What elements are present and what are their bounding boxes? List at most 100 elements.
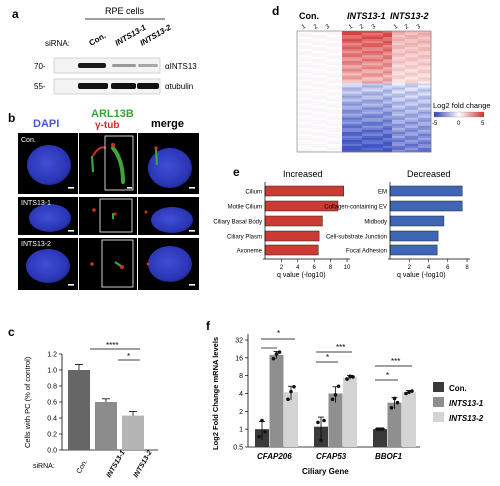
data-point [322, 418, 326, 423]
heatmap-cell [392, 135, 406, 139]
heatmap-cell [418, 119, 432, 123]
heatmap-cell [392, 149, 406, 153]
heatmap-cell [297, 103, 313, 106]
heatmap-cell [362, 117, 384, 121]
heatmap-cell [383, 81, 393, 84]
nucleus [26, 249, 70, 283]
heatmap-cell [418, 103, 432, 106]
data-point [389, 405, 394, 410]
heatmap-cell [383, 135, 393, 139]
panel-f-letter: f [206, 319, 211, 333]
bar [269, 354, 284, 447]
heatmap-cell [405, 31, 419, 34]
heatmap-cell [312, 79, 328, 82]
heatmap-cell [418, 105, 432, 108]
bar [264, 185, 344, 197]
heatmap-cell [383, 79, 393, 82]
heatmap-cell [405, 117, 419, 121]
heatmap-cell [297, 65, 313, 68]
heatmap-cell [342, 71, 363, 74]
heatmap-cell [327, 105, 343, 108]
y-axis-label: Cells with PC (% of control) [23, 356, 32, 448]
heatmap-cell [297, 125, 313, 129]
heatmap-cell [327, 139, 343, 143]
heatmap-cell [383, 107, 393, 110]
heatmap-cell [362, 63, 384, 66]
heatmap-cell [392, 63, 406, 66]
heatmap-cell [297, 45, 313, 48]
heatmap-cell [342, 133, 363, 137]
heatmap-cell [327, 147, 343, 151]
heatmap-cell [297, 81, 313, 84]
y-tick-label: 4 [239, 391, 243, 398]
heatmap-cell [383, 119, 393, 123]
term-label: Cilium [245, 190, 262, 196]
heatmap-cell [418, 89, 432, 92]
heatmap-cell [297, 99, 313, 102]
heatmap-cell [312, 135, 328, 139]
heatmap-cell [327, 71, 343, 74]
significance-stars: *** [336, 343, 345, 352]
heatmap-cell [297, 91, 313, 94]
legend-label: INTS13-1 [449, 399, 484, 408]
data-point [257, 434, 261, 439]
heatmap-cell [392, 113, 406, 116]
heatmap-cell [297, 109, 313, 112]
heatmap-cell [297, 119, 313, 123]
heatmap-cell [418, 59, 432, 62]
heatmap-cell [312, 35, 328, 38]
heatmap-cell [312, 91, 328, 94]
heatmap-cell [392, 115, 406, 119]
heatmap-cell [418, 123, 432, 127]
y-axis-label: Log2 Fold Change mRNA levels [211, 337, 220, 450]
data-point [319, 438, 323, 443]
heatmap-cell [392, 119, 406, 123]
heatmap-cell [312, 137, 328, 141]
heatmap-cell [327, 33, 343, 36]
heatmap-cell [405, 131, 419, 135]
data-point [378, 427, 382, 431]
x-tick-label: 2 [408, 265, 412, 271]
heatmap-cell [418, 135, 432, 139]
heatmap-cell [405, 125, 419, 129]
term-label: Midbody [364, 220, 387, 226]
heatmap-cell [342, 39, 363, 42]
heatmap-cell [297, 51, 313, 54]
y-tick-label: 16 [235, 355, 243, 362]
data-point [407, 390, 411, 395]
heatmap-cell [383, 129, 393, 133]
heatmap-cell [405, 119, 419, 123]
heatmap-cell [297, 143, 313, 147]
bars [68, 363, 144, 450]
heatmap-cell [418, 127, 432, 131]
heatmap-cell [418, 99, 432, 102]
heatmap-cell [383, 101, 393, 104]
heatmap-cell [312, 57, 328, 60]
legend-colorbar [433, 111, 485, 118]
scale-bar [189, 187, 195, 189]
legend-tick: 5 [481, 121, 485, 127]
basal-body [146, 262, 150, 266]
heatmap-cell [297, 69, 313, 72]
heatmap-cell [297, 43, 313, 46]
heatmap-cell [383, 143, 393, 147]
heatmap-cell [392, 41, 406, 44]
heatmap-cell [312, 145, 328, 149]
heatmap-cell [297, 105, 313, 108]
heatmap-cell [383, 57, 393, 60]
heatmap-cell [392, 95, 406, 98]
data-point [330, 397, 335, 402]
heatmap-cell [392, 47, 406, 50]
heatmap-cell [392, 49, 406, 52]
heatmap-cell [405, 79, 419, 82]
bar [343, 377, 357, 447]
heatmap-cell [362, 87, 384, 90]
heatmap-cell [362, 67, 384, 70]
heatmap-cell [297, 49, 313, 52]
heatmap-cell [312, 129, 328, 133]
heatmap-cell [405, 81, 419, 84]
y-tick-label: 0.5 [233, 445, 243, 452]
heatmap-cell [297, 31, 313, 34]
heatmap-cell [418, 35, 432, 38]
